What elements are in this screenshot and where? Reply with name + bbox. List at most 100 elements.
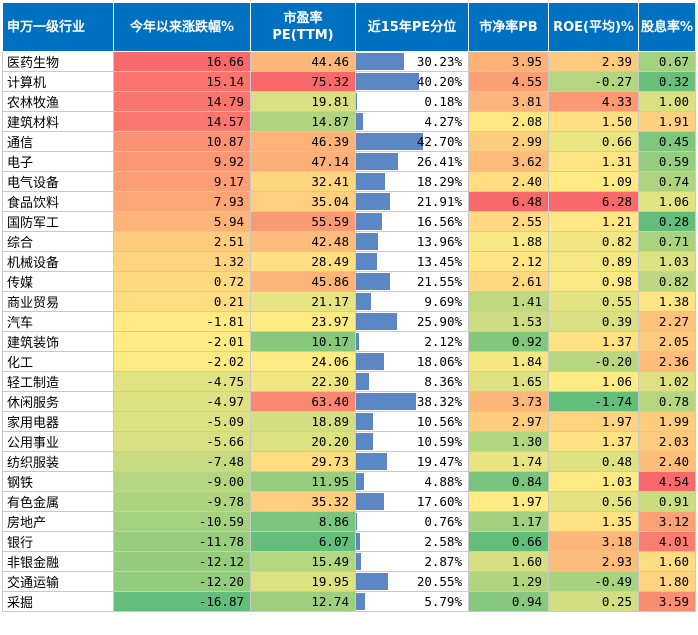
- industry-name: 建筑材料: [2, 111, 114, 132]
- table-row: 有色金属 -9.78 35.32 17.60% 1.97 0.56 0.91: [2, 491, 696, 512]
- pe-percentile-bar: [356, 333, 360, 350]
- pe-percentile-value: 16.56%: [416, 214, 462, 229]
- industry-name: 汽车: [2, 311, 114, 332]
- industry-name: 有色金属: [2, 491, 114, 512]
- pb-cell: 2.40: [468, 171, 549, 192]
- pe-ttm-cell: 12.74: [250, 591, 356, 612]
- pe-ttm-cell: 8.86: [250, 511, 356, 532]
- table-row: 轻工制造 -4.75 22.30 8.36% 1.65 1.06 1.02: [2, 371, 696, 392]
- pe-percentile-cell: 25.90%: [355, 311, 469, 332]
- ytd-change-cell: 10.87: [113, 131, 251, 152]
- table-row: 房地产 -10.59 8.86 0.76% 1.17 1.35 3.12: [2, 511, 696, 532]
- pb-cell: 0.92: [468, 331, 549, 352]
- pe-percentile-cell: 20.55%: [355, 571, 469, 592]
- pe-percentile-cell: 42.70%: [355, 131, 469, 152]
- pb-cell: 0.94: [468, 591, 549, 612]
- table-row: 建筑装饰 -2.01 10.17 2.12% 0.92 1.37 2.05: [2, 331, 696, 352]
- dividend-yield-cell: 0.91: [638, 491, 696, 512]
- dividend-yield-cell: 0.82: [638, 271, 696, 292]
- pe-ttm-cell: 35.04: [250, 191, 356, 212]
- pe-percentile-cell: 10.56%: [355, 411, 469, 432]
- pe-percentile-value: 0.76%: [424, 514, 462, 529]
- industry-name: 建筑装饰: [2, 331, 114, 352]
- industry-name: 计算机: [2, 71, 114, 92]
- pe-percentile-bar: [356, 373, 370, 390]
- table-row: 非银金融 -12.12 15.49 2.87% 1.60 2.93 1.60: [2, 551, 696, 572]
- ytd-change-cell: 1.32: [113, 251, 251, 272]
- table-row: 采掘 -16.87 12.74 5.79% 0.94 0.25 3.59: [2, 591, 696, 612]
- pe-ttm-cell: 45.86: [250, 271, 356, 292]
- table-row: 交通运输 -12.20 19.95 20.55% 1.29 -0.49 1.80: [2, 571, 696, 592]
- pb-cell: 4.55: [468, 71, 549, 92]
- dividend-yield-cell: 1.60: [638, 551, 696, 572]
- pe-percentile-cell: 0.18%: [355, 91, 469, 112]
- pe-percentile-bar: [356, 473, 364, 490]
- pe-percentile-cell: 21.91%: [355, 191, 469, 212]
- pe-percentile-value: 30.23%: [416, 54, 462, 69]
- ytd-change-cell: -10.59: [113, 511, 251, 532]
- dividend-yield-cell: 0.71: [638, 231, 696, 252]
- pb-cell: 6.48: [468, 191, 549, 212]
- ytd-change-cell: -12.20: [113, 571, 251, 592]
- pe-percentile-value: 21.55%: [416, 274, 462, 289]
- pb-cell: 1.84: [468, 351, 549, 372]
- industry-name: 综合: [2, 231, 114, 252]
- dividend-yield-cell: 0.32: [638, 71, 696, 92]
- roe-cell: -0.49: [548, 571, 639, 592]
- pe-percentile-value: 13.96%: [416, 234, 462, 249]
- pe-percentile-bar: [356, 153, 398, 170]
- pe-percentile-value: 4.88%: [424, 474, 462, 489]
- ytd-change-cell: -4.97: [113, 391, 251, 412]
- pb-cell: 3.81: [468, 91, 549, 112]
- pe-percentile-cell: 19.47%: [355, 451, 469, 472]
- header-pe-percentile: 近15年PE分位: [355, 2, 469, 52]
- ytd-change-cell: -1.81: [113, 311, 251, 332]
- table-row: 医药生物 16.66 44.46 30.23% 3.95 2.39 0.67: [2, 51, 696, 72]
- ytd-change-cell: 14.79: [113, 91, 251, 112]
- pb-cell: 2.08: [468, 111, 549, 132]
- pe-ttm-cell: 75.32: [250, 71, 356, 92]
- pe-ttm-cell: 28.49: [250, 251, 356, 272]
- industry-name: 传媒: [2, 271, 114, 292]
- roe-cell: 2.93: [548, 551, 639, 572]
- dividend-yield-cell: 4.01: [638, 531, 696, 552]
- roe-cell: -1.74: [548, 391, 639, 412]
- pe-ttm-cell: 63.40: [250, 391, 356, 412]
- pe-ttm-cell: 18.89: [250, 411, 356, 432]
- pb-cell: 3.95: [468, 51, 549, 72]
- industry-name: 家用电器: [2, 411, 114, 432]
- table-row: 公用事业 -5.66 20.20 10.59% 1.30 1.37 2.03: [2, 431, 696, 452]
- roe-cell: 0.48: [548, 451, 639, 472]
- industry-name: 非银金融: [2, 551, 114, 572]
- header-dividend-yield: 股息率%: [638, 2, 696, 52]
- pe-percentile-bar: [356, 213, 383, 230]
- table-row: 休闲服务 -4.97 63.40 38.32% 3.73 -1.74 0.78: [2, 391, 696, 412]
- table-row: 家用电器 -5.09 18.89 10.56% 2.97 1.97 1.99: [2, 411, 696, 432]
- pe-percentile-value: 19.47%: [416, 454, 462, 469]
- industry-name: 食品饮料: [2, 191, 114, 212]
- ytd-change-cell: 15.14: [113, 71, 251, 92]
- pb-cell: 2.55: [468, 211, 549, 232]
- industry-name: 采掘: [2, 591, 114, 612]
- pe-percentile-value: 38.32%: [416, 394, 462, 409]
- roe-cell: 1.03: [548, 471, 639, 492]
- pb-cell: 1.65: [468, 371, 549, 392]
- pb-cell: 3.73: [468, 391, 549, 412]
- pe-percentile-cell: 40.20%: [355, 71, 469, 92]
- pe-percentile-bar: [356, 593, 366, 610]
- industry-name: 通信: [2, 131, 114, 152]
- roe-cell: 0.66: [548, 131, 639, 152]
- dividend-yield-cell: 3.59: [638, 591, 696, 612]
- pe-percentile-bar: [356, 433, 373, 450]
- industry-name: 银行: [2, 531, 114, 552]
- ytd-change-cell: 0.21: [113, 291, 251, 312]
- roe-cell: 1.97: [548, 411, 639, 432]
- table-row: 钢铁 -9.00 11.95 4.88% 0.84 1.03 4.54: [2, 471, 696, 492]
- industry-name: 化工: [2, 351, 114, 372]
- pe-percentile-value: 17.60%: [416, 494, 462, 509]
- pe-percentile-cell: 10.59%: [355, 431, 469, 452]
- ytd-change-cell: -9.00: [113, 471, 251, 492]
- table-row: 纺织服装 -7.48 29.73 19.47% 1.74 0.48 2.40: [2, 451, 696, 472]
- pe-percentile-bar: [356, 133, 424, 150]
